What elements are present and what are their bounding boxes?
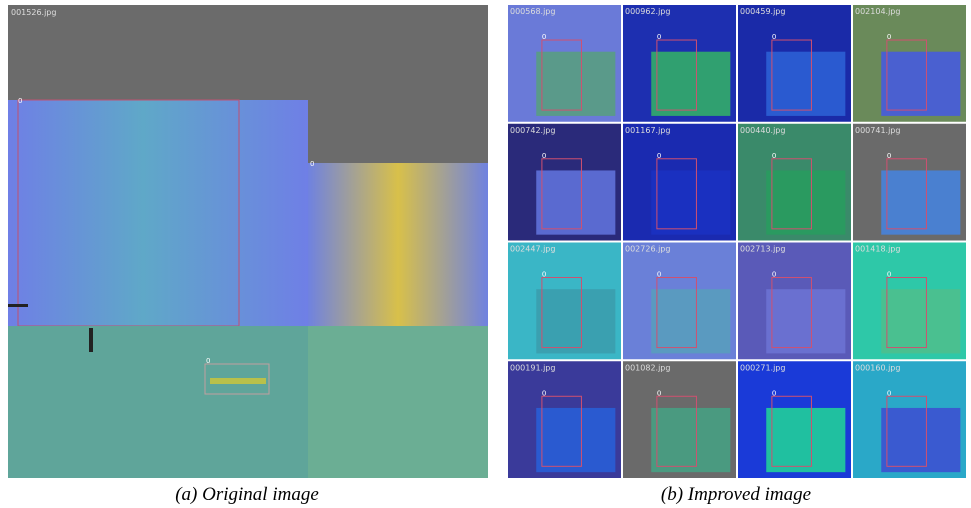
file-name: 001082.jpg — [625, 363, 670, 372]
tile-region — [651, 289, 730, 353]
box-label: 0 — [772, 152, 776, 160]
figure: 001526.jpg 0 0 0 0000568.jpg0000962.jpg0… — [0, 0, 971, 508]
file-name: 002447.jpg — [510, 245, 555, 254]
tile-region — [766, 289, 845, 353]
noise — [308, 326, 488, 478]
box-label: 0 — [772, 389, 776, 397]
tile-region — [536, 289, 615, 353]
file-name: 000271.jpg — [740, 363, 785, 372]
box-label: 0 — [772, 33, 776, 41]
file-name: 001526.jpg — [11, 8, 56, 17]
tile-region — [881, 408, 960, 472]
box-label: 0 — [542, 33, 546, 41]
tile-region — [536, 170, 615, 234]
box-label: 0 — [887, 389, 891, 397]
file-name: 000459.jpg — [740, 7, 785, 16]
file-name: 000568.jpg — [510, 7, 555, 16]
box-label: 0 — [887, 152, 891, 160]
tile-region — [881, 170, 960, 234]
file-name: 001167.jpg — [625, 126, 670, 135]
file-name: 000160.jpg — [855, 363, 900, 372]
tile-region — [536, 408, 615, 472]
mark — [8, 304, 28, 307]
box-label: 0 — [657, 152, 661, 160]
box-label: 0 — [542, 152, 546, 160]
box-label: 0 — [657, 389, 661, 397]
file-name: 002713.jpg — [740, 245, 785, 254]
box-label: 0 — [657, 33, 661, 41]
box-label: 0 — [887, 271, 891, 279]
file-name: 000741.jpg — [855, 126, 900, 135]
box-label: 0 — [206, 357, 210, 365]
tile-region — [881, 52, 960, 116]
file-name: 002726.jpg — [625, 245, 670, 254]
file-name: 000191.jpg — [510, 363, 555, 372]
box-label: 0 — [542, 389, 546, 397]
tile-region — [536, 52, 615, 116]
spectrogram — [8, 100, 308, 326]
box-label: 0 — [887, 33, 891, 41]
box-label: 0 — [772, 271, 776, 279]
tile-region — [651, 52, 730, 116]
box-label: 0 — [657, 271, 661, 279]
signal — [210, 378, 266, 384]
file-name: 001418.jpg — [855, 245, 900, 254]
tile-region — [651, 170, 730, 234]
mark — [89, 328, 93, 352]
caption: (a) Original image — [175, 484, 319, 505]
file-name: 000962.jpg — [625, 7, 670, 16]
tile-region — [651, 408, 730, 472]
box-label: 0 — [18, 97, 22, 105]
file-name: 000440.jpg — [740, 126, 785, 135]
original-image: 001526.jpg 0 0 0 — [8, 5, 488, 478]
file-name: 000742.jpg — [510, 126, 555, 135]
box-label: 0 — [542, 271, 546, 279]
tile-region — [766, 52, 845, 116]
tile-region — [766, 170, 845, 234]
improved-image: 0 000568.jpg 0 000962.jpg 0 000459.jpg 0 002104… — [508, 5, 966, 478]
file-name: 002104.jpg — [855, 7, 900, 16]
spectrogram — [308, 163, 488, 326]
tile-region — [766, 408, 845, 472]
caption: (b) Improved image — [661, 484, 811, 505]
tile-region — [881, 289, 960, 353]
box-label: 0 — [310, 160, 314, 168]
